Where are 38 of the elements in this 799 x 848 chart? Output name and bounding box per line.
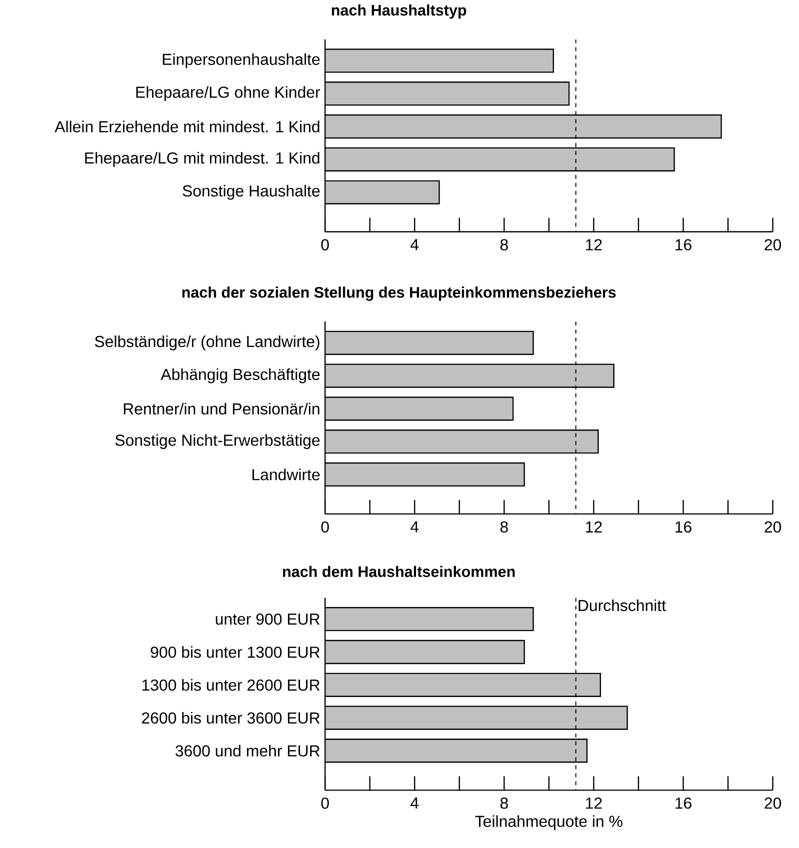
y-tick-label: 900 bis unter 1300 EUR	[150, 646, 320, 658]
y-tick-label: Landwirte	[252, 468, 320, 480]
y-tick-label: Einpersonenhaushalte	[163, 53, 320, 68]
y-tick-label: unter 900 EUR	[216, 613, 320, 625]
x-tick-label: 16	[676, 239, 692, 250]
ref-line-label: Durchschnitt	[578, 599, 666, 612]
y-tick-label: Sonstige Haushalte	[182, 184, 320, 200]
x-axis-title: Teilnahmequote in %	[475, 815, 623, 830]
x-tick-label: 4	[410, 798, 419, 808]
x-tick-label: 0	[321, 798, 330, 809]
chart-title: nach dem Haushaltseinkommen	[283, 566, 515, 578]
y-tick-label: 1300 bis unter 2600 EUR	[142, 679, 320, 691]
y-tick-label: Ehepaare/LG mit mindest. 1 Kind	[85, 152, 320, 167]
x-tick-label: 12	[586, 239, 602, 250]
chart-title: nach Haushaltstyp	[332, 4, 466, 19]
x-tick-label: 8	[500, 798, 508, 809]
chart-title: nach der sozialen Stellung des Haupteinkommensbeziehers	[182, 286, 616, 301]
x-tick-label: 12	[586, 798, 602, 809]
y-tick-label: 2600 bis unter 3600 EUR	[142, 712, 320, 724]
x-tick-label: 0	[321, 239, 330, 250]
y-tick-label: Selbständige/r (ohne Landwirte)	[95, 335, 320, 350]
x-tick-label: 20	[764, 239, 782, 250]
y-tick-label: Ehepaare/LG ohne Kinder	[136, 86, 320, 102]
x-tick-label: 20	[764, 521, 782, 533]
x-tick-label: 12	[586, 521, 602, 532]
x-tick-label: 8	[500, 239, 508, 250]
y-tick-label: 3600 und mehr EUR	[176, 744, 320, 757]
x-tick-label: 8	[500, 521, 508, 533]
y-tick-label: Abhängig Beschäftigte	[160, 368, 320, 384]
y-tick-label: Rentner/in und Pensionär/in	[124, 402, 320, 415]
x-tick-label: 0	[321, 521, 330, 533]
x-tick-label: 4	[410, 239, 419, 250]
x-tick-label: 16	[676, 521, 692, 533]
x-tick-label: 4	[410, 521, 419, 532]
y-tick-label: Allein Erziehende mit mindest. 1 Kind	[54, 120, 320, 132]
y-tick-label: Sonstige Nicht-Erwerbstätige	[116, 434, 320, 450]
x-tick-label: 20	[764, 798, 782, 809]
x-tick-label: 16	[676, 798, 692, 809]
